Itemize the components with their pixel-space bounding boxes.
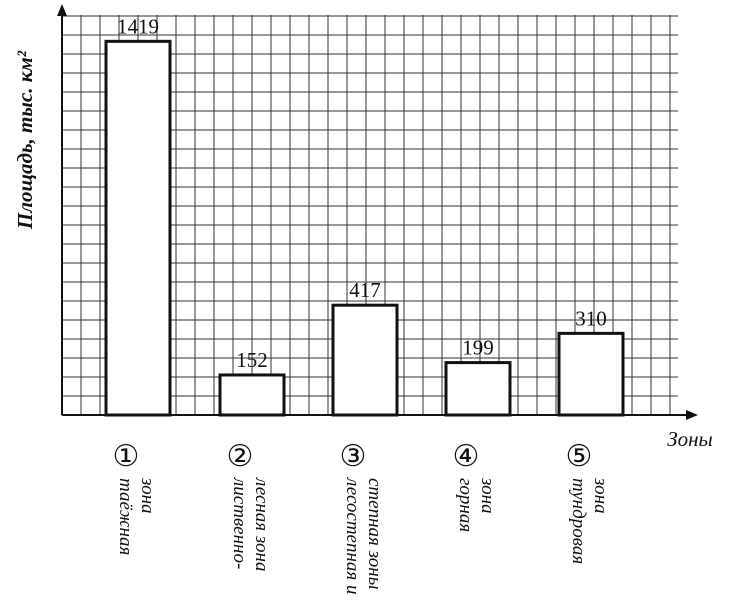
value-label: 199 bbox=[462, 336, 494, 360]
x-tick-label: тундровая bbox=[568, 478, 589, 564]
y-axis-label: Площадь, тыс. км² bbox=[13, 50, 37, 230]
bar bbox=[218, 373, 286, 417]
bar bbox=[557, 331, 625, 417]
x-axis-arrow bbox=[686, 410, 698, 420]
bar bbox=[444, 361, 512, 417]
x-tick-label: лиственно- bbox=[229, 477, 250, 569]
x-tick-label: лесная зона bbox=[251, 477, 272, 571]
category-number: ⑤ bbox=[566, 440, 593, 473]
value-label: 417 bbox=[349, 278, 381, 302]
category-number: ① bbox=[113, 440, 140, 473]
x-tick-label: зона bbox=[137, 477, 158, 514]
bar bbox=[331, 303, 399, 417]
x-tick-label: лесостепная и bbox=[342, 477, 363, 595]
category-number: ④ bbox=[453, 440, 480, 473]
value-label: 1419 bbox=[117, 14, 159, 38]
y-axis-arrow bbox=[57, 4, 67, 16]
x-tick-label: степная зоны bbox=[364, 478, 385, 590]
x-axis-label: Зоны bbox=[667, 427, 713, 451]
value-label: 152 bbox=[236, 348, 268, 372]
x-tick-label: горная bbox=[455, 478, 476, 532]
bar bbox=[104, 39, 172, 417]
x-tick-label: зона bbox=[477, 477, 498, 514]
x-tick-label: таёжная bbox=[115, 478, 136, 555]
category-number: ③ bbox=[340, 440, 367, 473]
x-tick-label: зона bbox=[590, 477, 611, 514]
category-number: ② bbox=[227, 440, 254, 473]
value-label: 310 bbox=[575, 306, 607, 330]
